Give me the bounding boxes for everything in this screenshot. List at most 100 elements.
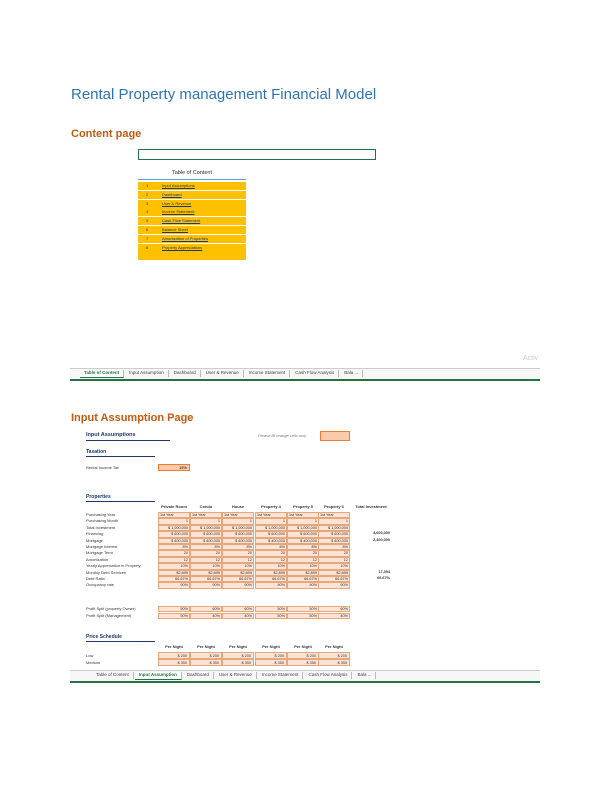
value-cell: 10% — [255, 563, 287, 570]
value-cell: $2,899 — [158, 569, 190, 576]
sheet-tab[interactable]: Table of Content — [80, 370, 125, 378]
value-cell: 60% — [190, 606, 222, 613]
sheet-tab[interactable]: Income Statement — [258, 672, 304, 679]
value-cell: 20 — [158, 550, 190, 557]
section-heading: Content page — [71, 128, 142, 140]
row-label: Occupancy rate — [86, 582, 115, 588]
row-label: Debt Ratio — [86, 576, 105, 581]
toc-row — [138, 234, 246, 244]
toc-number: 6 — [146, 227, 149, 232]
row-label: Low — [86, 652, 94, 658]
column-header: Property 6 — [324, 504, 344, 509]
row-label: Yearly Appreciation in Property — [86, 563, 141, 569]
total-cell: 3,600,000 — [373, 531, 390, 536]
section-heading: Input Assumption Page — [71, 412, 194, 424]
value-cell: 20 — [190, 550, 222, 557]
value-cell: $ 200 — [158, 652, 190, 659]
value-cell: 12 — [255, 556, 287, 564]
value-cell: 1st Year — [158, 512, 190, 519]
value-cell: $ 200 — [222, 652, 254, 659]
value-cell: 90% — [222, 582, 254, 589]
value-cell: 40% — [318, 612, 350, 619]
sheet-tab[interactable]: User & Revenue — [202, 370, 244, 377]
value-cell: 90% — [158, 582, 190, 589]
value-cell: $ 350 — [222, 659, 254, 666]
sheet-title: Input Assumptions — [86, 432, 170, 441]
toc-link: User & Revenue — [162, 200, 192, 206]
row-label: Medium — [86, 659, 101, 665]
sheet-tab[interactable]: User & Revenue — [215, 672, 257, 679]
value-cell: 40% — [222, 612, 254, 619]
column-header: Per Night — [262, 644, 280, 649]
toc-row — [138, 199, 246, 209]
sheet-tab[interactable]: Cash Flow Analysis — [304, 672, 353, 679]
value-cell: 90% — [287, 582, 319, 589]
column-header: House — [231, 504, 245, 509]
sheet-tab[interactable]: Bala ... — [353, 672, 377, 679]
value-cell: 20 — [222, 550, 254, 557]
sheet-tab[interactable]: Input Assumption — [134, 672, 182, 680]
value-cell: $ 1,000,000 — [255, 524, 287, 532]
row-label: Financing — [86, 531, 104, 537]
value-cell: 20 — [318, 550, 350, 557]
sheet-tab[interactable]: Income Statement — [245, 370, 291, 377]
sheet-tab[interactable]: Dashboard — [183, 672, 214, 679]
toc-link: Input Assumptions — [162, 183, 195, 188]
value-cell: $2,899 — [318, 569, 350, 576]
value-cell: 10% — [318, 563, 350, 570]
value-cell: 12 — [318, 556, 350, 564]
value-cell: $2,899 — [222, 569, 254, 576]
value-cell: $ 1,000,000 — [190, 524, 222, 532]
total-cell: 66.67% — [377, 576, 390, 580]
value-cell: $ 400,000 — [318, 537, 350, 544]
value-cell: 66.67% — [158, 576, 190, 583]
value-cell: 1 — [222, 518, 254, 525]
toc-row — [138, 226, 246, 235]
value-cell: $ 400,000 — [190, 537, 222, 544]
value-cell: 12 — [190, 556, 222, 564]
toc-row — [138, 252, 246, 261]
column-header: Per Night — [325, 644, 343, 649]
row-label: Purchasing Month — [86, 518, 119, 524]
column-header: Total Investment — [355, 504, 387, 509]
sheet-tab[interactable]: Input Assumption — [125, 370, 169, 377]
value-cell: $ 1,000,000 — [158, 524, 190, 532]
orange-sample — [320, 431, 350, 441]
sheet-tab[interactable]: Cash Flow Analysis — [291, 370, 340, 377]
sheet-tab[interactable]: Dashboard — [170, 370, 201, 377]
value-cell: 10% — [158, 563, 190, 570]
value-cell: 90% — [190, 582, 222, 589]
tab-bar — [70, 670, 540, 683]
toc-link: Property Appreciations — [162, 244, 203, 250]
value-cell: 50% — [158, 612, 190, 619]
value-cell: 66.67% — [255, 576, 287, 583]
value-cell: 8% — [318, 544, 350, 551]
column-header: Per Night — [294, 644, 312, 649]
toc-number: 7 — [146, 235, 149, 241]
column-header: Private Room — [161, 504, 187, 509]
value-cell: 1 — [318, 518, 350, 525]
toc-row — [138, 190, 246, 200]
tab-bar — [70, 368, 540, 381]
toc-number: 1 — [146, 183, 149, 188]
value-cell: $ 350 — [318, 659, 350, 666]
sheet-tab[interactable]: Table of Content — [92, 672, 134, 679]
value-cell: 50% — [255, 612, 287, 619]
value-cell: 50% — [158, 606, 190, 613]
value-cell: 1st Year — [318, 512, 350, 519]
toc-link: Amortization of Properties — [162, 235, 209, 241]
sheet-tab[interactable]: Bala ... — [340, 370, 364, 377]
row-label: Monthly Debt Services — [86, 569, 127, 575]
value-cell: $2,899 — [255, 569, 287, 576]
value-cell: 90% — [255, 582, 287, 589]
total-cell: 17,394 — [378, 569, 390, 574]
value-cell: $ 350 — [190, 659, 222, 666]
column-header: Per Night — [165, 644, 183, 649]
value-cell: $ 600,000 — [318, 531, 350, 538]
value-cell: 1 — [255, 518, 287, 525]
row-label: Rental Income Tax — [86, 465, 120, 470]
value-cell: $ 1,000,000 — [318, 524, 350, 532]
row-label: Profit Split (property Owner) — [86, 606, 136, 611]
row-label: Total Investment — [86, 524, 116, 530]
